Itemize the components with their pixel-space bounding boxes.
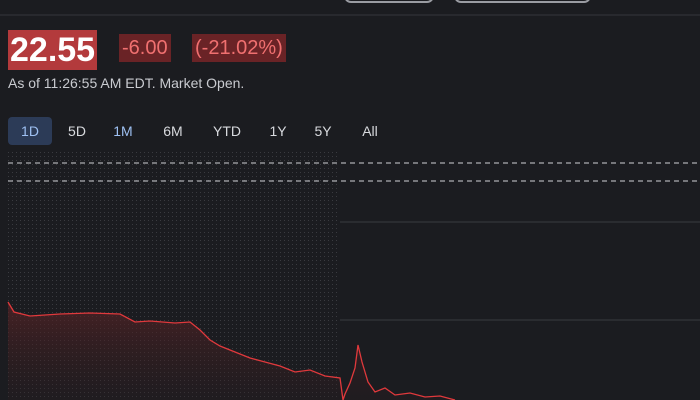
- change: -6.00: [119, 34, 171, 62]
- top-button[interactable]: [345, 0, 433, 3]
- range-button[interactable]: YTD: [213, 123, 241, 139]
- range-button[interactable]: 1D: [8, 117, 52, 145]
- price: 22.55: [8, 30, 98, 70]
- price-line: [7, 301, 456, 400]
- change-percent: (-21.02%): [192, 34, 286, 62]
- range-button[interactable]: 6M: [163, 123, 183, 139]
- timestamp: As of 11:26:55 AM EDT. Market Open.: [8, 75, 245, 91]
- range-button[interactable]: 1M: [113, 123, 133, 139]
- range-button[interactable]: 1Y: [269, 123, 287, 139]
- range-button[interactable]: All: [362, 123, 378, 139]
- range-button[interactable]: 5D: [68, 123, 86, 139]
- range-button[interactable]: 5Y: [314, 123, 332, 139]
- top-button[interactable]: [455, 0, 590, 3]
